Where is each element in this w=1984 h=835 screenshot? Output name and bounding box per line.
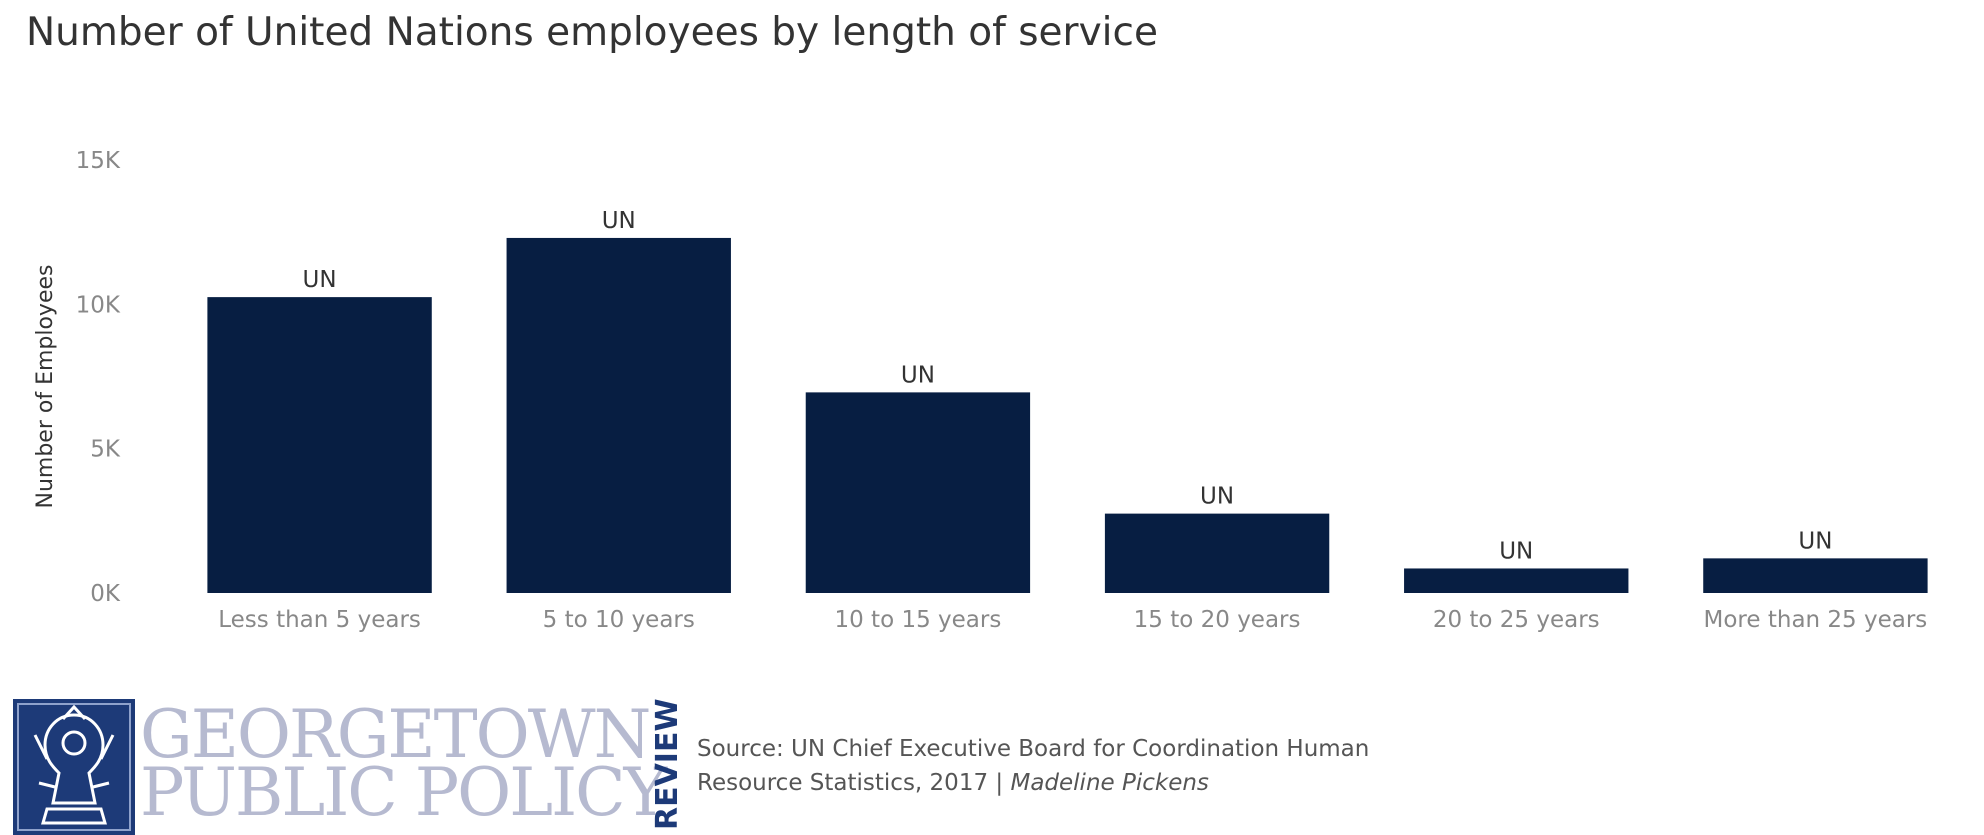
y-tick-label: 15K <box>76 148 121 174</box>
x-tick-label: Less than 5 years <box>218 607 421 633</box>
x-tick-label: 5 to 10 years <box>543 607 695 633</box>
y-tick-label: 10K <box>76 292 121 318</box>
gppr-emblem-logo <box>13 699 135 835</box>
logo-wordmark-line1: GEORGETOWN <box>140 696 651 773</box>
source-line-1: Source: UN Chief Executive Board for Coo… <box>697 736 1370 762</box>
bars <box>207 237 1928 593</box>
logo-review-word: REVIEW <box>650 698 685 830</box>
bar-data-label: UN <box>1798 528 1832 554</box>
bar <box>1404 568 1629 593</box>
author-name: Madeline Pickens <box>1010 770 1209 796</box>
y-axis-title: Number of Employees <box>33 265 58 509</box>
y-tick-label: 5K <box>90 437 121 463</box>
bar-data-label: UN <box>1499 538 1533 564</box>
bar <box>1703 558 1928 593</box>
bar <box>506 237 731 593</box>
bar-data-label: UN <box>303 267 337 293</box>
y-axis-ticks: 0K 5K 10K 15K <box>76 148 121 607</box>
footer: GEORGETOWN PUBLIC POLICY REVIEW Source: … <box>0 680 1984 835</box>
bar-data-labels: UN UN UN UN UN UN <box>303 208 1833 565</box>
bar-data-label: UN <box>602 208 636 234</box>
chart-title: Number of United Nations employees by le… <box>26 10 1158 55</box>
x-axis-ticks: Less than 5 years 5 to 10 years 10 to 15 y… <box>218 607 1927 633</box>
bar-data-label: UN <box>901 362 935 388</box>
x-tick-label: More than 25 years <box>1704 607 1928 633</box>
bar <box>1104 513 1330 593</box>
y-tick-label: 0K <box>90 581 121 607</box>
source-line-2-text: Resource Statistics, 2017 | <box>697 770 1011 796</box>
y-axis-title-group: Number of Employees <box>33 265 58 509</box>
source-note: Source: UN Chief Executive Board for Coo… <box>697 732 1369 800</box>
source-line-2: Resource Statistics, 2017 | Madeline Pic… <box>697 766 1369 800</box>
x-tick-label: 10 to 15 years <box>834 607 1001 633</box>
bar <box>805 392 1031 593</box>
x-tick-label: 20 to 25 years <box>1433 607 1600 633</box>
logo-wordmark-line2: PUBLIC POLICY <box>140 754 667 831</box>
bar <box>207 297 432 593</box>
x-tick-label: 15 to 20 years <box>1134 607 1301 633</box>
bar-data-label: UN <box>1200 484 1234 510</box>
